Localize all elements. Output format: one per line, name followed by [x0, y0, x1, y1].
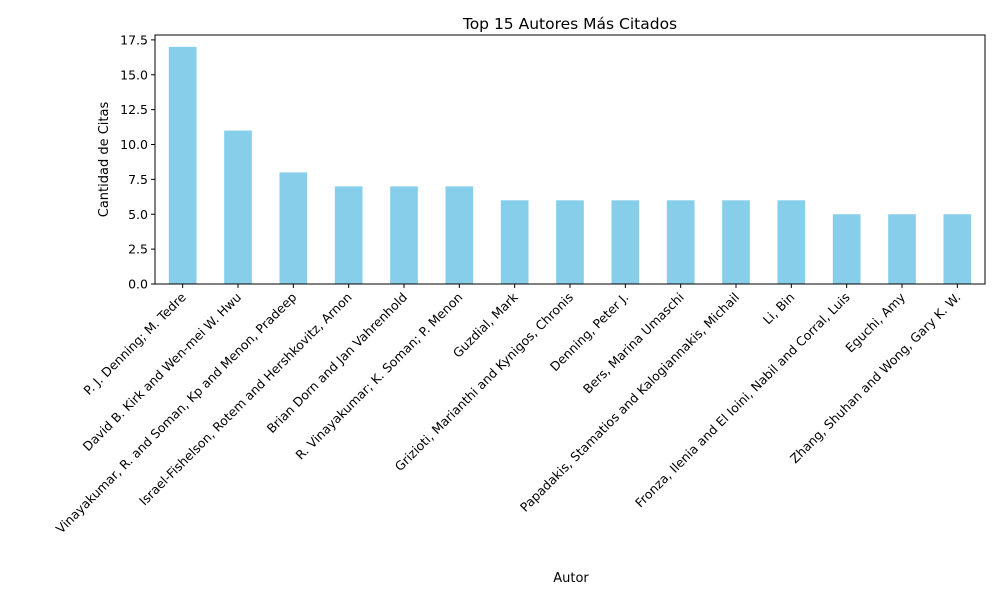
y-tick-label: 10.0 — [120, 137, 148, 152]
bar — [334, 186, 363, 284]
bar — [832, 214, 861, 284]
chart-title: Top 15 Autores Más Citados — [462, 15, 677, 33]
bar — [168, 46, 197, 284]
x-tick-label: Vinayakumar, R. and Soman, Kp and Menon,… — [53, 289, 300, 536]
y-axis: 0.0 2.5 5.0 7.5 10.0 12.5 15.0 17.5 — [120, 32, 155, 292]
bar — [390, 186, 418, 284]
y-tick-label: 5.0 — [128, 207, 148, 222]
bar — [556, 200, 584, 284]
x-tick-label: Israel-Fishelson, Rotem and Hershkovitz,… — [136, 290, 355, 509]
x-tick-label: Bers, Marina Umaschi — [580, 290, 687, 397]
y-axis-label: Cantidad de Citas — [97, 102, 112, 218]
bar — [666, 200, 695, 284]
y-tick-label: 2.5 — [128, 242, 148, 257]
y-tick-label: 15.0 — [120, 67, 148, 82]
bar — [500, 200, 529, 284]
bar — [777, 200, 806, 284]
y-tick-label: 17.5 — [120, 32, 148, 47]
bar — [722, 200, 750, 284]
y-tick-label: 7.5 — [128, 172, 148, 187]
plot-frame — [154, 34, 986, 285]
bar — [279, 172, 308, 284]
x-tick-label: P. J. Denning; M. Tedre — [80, 289, 189, 398]
x-axis-label: Autor — [553, 571, 589, 586]
y-tick-label: 0.0 — [128, 277, 148, 292]
y-tick-label: 12.5 — [120, 102, 148, 117]
bar — [224, 130, 252, 284]
bar — [611, 200, 640, 284]
bar — [888, 214, 916, 284]
bars-group — [168, 46, 972, 284]
x-tick-label: Fronza, Ilenia and El Ioini, Nabil and C… — [632, 290, 853, 511]
bar — [943, 214, 972, 284]
x-tick-label: Li, Bin — [760, 290, 798, 328]
bar — [445, 186, 474, 284]
